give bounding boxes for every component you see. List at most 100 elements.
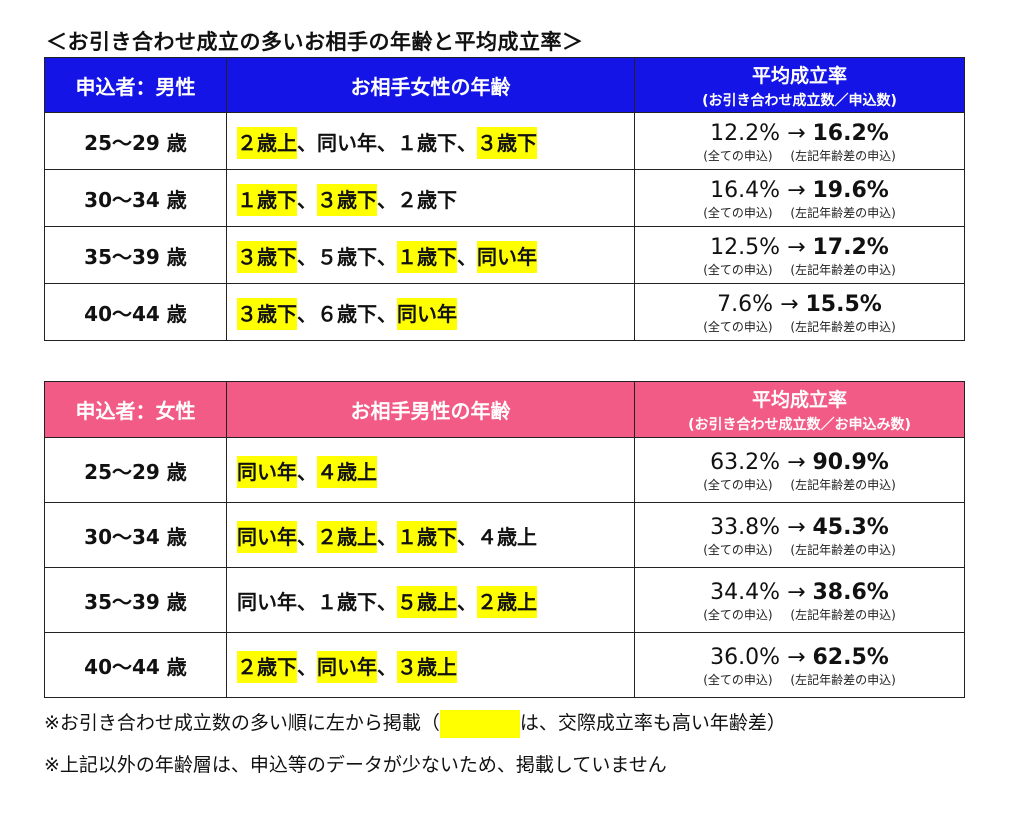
rate-age-diff: 45.3% [812,514,889,540]
header-partner-age: お相手男性の年齢 [226,381,635,438]
rate-labels: (全ての申込) (左記年齢差の申込) [635,261,964,278]
highlighted-age-diff: １歳下 [397,240,457,273]
highlight-legend-swatch [439,709,520,738]
header-sublabel: (お引き合わせ成立数／申込数) [702,92,897,109]
rate-line: 34.4% → 38.6% [635,580,964,605]
header-partner-age: お相手女性の年齢 [226,57,635,113]
age-diff-text: 、同い年、１歳下、 [297,130,477,155]
rate-labels: (全ての申込) (左記年齢差の申込) [635,204,964,221]
partner-age-list-cell: １歳下、３歳下、２歳下 [226,169,635,227]
arrow-icon: → [787,177,806,203]
header-label: 平均成立率 [751,389,847,411]
rate-all: 33.8% [710,514,781,540]
table-header-row: 申込者：男性 お相手女性の年齢 平均成立率 (お引き合わせ成立数／申込数) [44,57,965,113]
rate-diff-label: (左記年齢差の申込) [790,607,896,622]
rate-all-label: (全ての申込) [703,477,773,492]
arrow-icon: → [787,234,806,260]
highlighted-age-diff: 同い年 [317,650,377,683]
highlighted-age-diff: ２歳上 [237,126,297,159]
average-rate-cell: 12.5% → 17.2% (全ての申込) (左記年齢差の申込) [634,226,965,284]
rate-all: 63.2% [710,449,781,475]
rate-diff-label: (左記年齢差の申込) [790,672,896,687]
highlighted-age-diff: ２歳上 [317,520,377,553]
rate-all-label: (全ての申込) [703,607,773,622]
male-applicant-table: 申込者：男性 お相手女性の年齢 平均成立率 (お引き合わせ成立数／申込数) 25～… [44,57,965,341]
highlighted-age-diff: ３歳下 [237,240,297,273]
rate-labels: (全ての申込) (左記年齢差の申込) [635,318,964,335]
page-title: ＜お引き合わせ成立の多いお相手の年齢と平均成立率＞ [46,30,584,54]
header-applicant: 申込者：男性 [44,57,227,113]
rate-age-diff: 17.2% [812,234,889,260]
applicant-age-cell: 25～29 歳 [44,112,227,170]
highlighted-age-diff: ２歳上 [477,585,537,618]
partner-age-list-cell: ３歳下、５歳下、１歳下、同い年 [226,226,635,284]
age-diff-text: 、４歳上 [457,524,537,549]
highlighted-age-diff: ２歳下 [237,650,297,683]
partner-age-list-cell: 同い年、１歳下、５歳上、２歳上 [226,567,635,633]
highlighted-age-diff: １歳下 [237,183,297,216]
rate-line: 12.2% → 16.2% [635,121,964,146]
age-diff-text: 、 [457,589,477,614]
table-row: 40～44 歳 ３歳下、６歳下、同い年 7.6% → 15.5% (全ての申込) (左… [44,283,965,341]
arrow-icon: → [787,644,806,670]
header-label: お相手男性の年齢 [350,399,511,423]
rate-all: 36.0% [710,644,781,670]
footnote-order: ※お引き合わせ成立数の多い順に左から掲載（ は、交際成立率も高い年齢差） [44,708,786,738]
footnote-text: は、交際成立率も高い年齢差） [519,712,786,734]
rate-labels: (全ての申込) (左記年齢差の申込) [635,147,964,164]
applicant-age-cell: 35～39 歳 [44,567,227,633]
header-average-rate: 平均成立率 (お引き合わせ成立数／お申込み数) [634,381,965,438]
age-diff-text: 、 [377,654,397,679]
age-diff-text: 、 [297,654,317,679]
rate-line: 33.8% → 45.3% [635,515,964,540]
partner-age-list-cell: ２歳上、同い年、１歳下、３歳下 [226,112,635,170]
arrow-icon: → [780,291,799,317]
partner-age-list-cell: ２歳下、同い年、３歳上 [226,632,635,698]
age-diff-text: 、２歳下 [377,187,457,212]
rate-all-label: (全ての申込) [703,262,773,277]
arrow-icon: → [787,514,806,540]
age-diff-text: 、６歳下、 [297,301,397,326]
rate-all-label: (全ての申込) [703,148,773,163]
rate-labels: (全ての申込) (左記年齢差の申込) [635,606,964,623]
highlighted-age-diff: ３歳上 [397,650,457,683]
rate-line: 63.2% → 90.9% [635,450,964,475]
rate-age-diff: 90.9% [812,449,889,475]
rate-labels: (全ての申込) (左記年齢差の申込) [635,476,964,493]
rate-diff-label: (左記年齢差の申込) [790,148,896,163]
highlighted-age-diff: ３歳下 [317,183,377,216]
rate-diff-label: (左記年齢差の申込) [790,477,896,492]
applicant-age-cell: 30～34 歳 [44,502,227,568]
applicant-age-cell: 25～29 歳 [44,437,227,503]
age-diff-text: 、 [297,524,317,549]
rate-all-label: (全ての申込) [703,319,773,334]
header-average-rate: 平均成立率 (お引き合わせ成立数／申込数) [634,57,965,113]
rate-labels: (全ての申込) (左記年齢差の申込) [635,541,964,558]
age-diff-text: 、 [297,459,317,484]
table-row: 25～29 歳 ２歳上、同い年、１歳下、３歳下 12.2% → 16.2% (全ての申… [44,112,965,170]
rate-all: 34.4% [710,579,781,605]
rate-diff-label: (左記年齢差の申込) [790,262,896,277]
rate-diff-label: (左記年齢差の申込) [790,205,896,220]
age-diff-text: 、 [377,524,397,549]
average-rate-cell: 33.8% → 45.3% (全ての申込) (左記年齢差の申込) [634,502,965,568]
rate-labels: (全ての申込) (左記年齢差の申込) [635,671,964,688]
highlighted-age-diff: ３歳下 [477,126,537,159]
header-label: 平均成立率 [751,64,847,87]
arrow-icon: → [787,449,806,475]
rate-age-diff: 15.5% [805,291,882,317]
rate-all: 12.5% [710,234,781,260]
rate-all: 16.4% [710,177,781,203]
applicant-age-cell: 40～44 歳 [44,632,227,698]
highlighted-age-diff: 同い年 [237,455,297,488]
average-rate-cell: 63.2% → 90.9% (全ての申込) (左記年齢差の申込) [634,437,965,503]
rate-line: 16.4% → 19.6% [635,178,964,203]
header-applicant: 申込者：女性 [44,381,227,438]
highlighted-age-diff: ３歳下 [237,297,297,330]
highlighted-age-diff: ５歳上 [397,585,457,618]
partner-age-list-cell: 同い年、２歳上、１歳下、４歳上 [226,502,635,568]
applicant-age-cell: 30～34 歳 [44,169,227,227]
footnote-other-ages: ※上記以外の年齢層は、申込等のデータが少ないため、掲載していません [44,754,667,776]
rate-all: 12.2% [710,120,781,146]
table-row: 30～34 歳 １歳下、３歳下、２歳下 16.4% → 19.6% (全ての申込) (… [44,169,965,227]
